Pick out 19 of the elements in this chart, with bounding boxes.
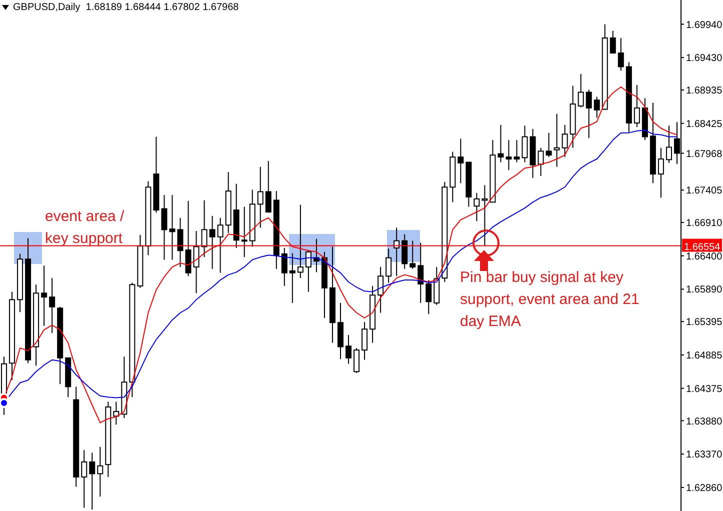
chart-title: GBPUSD,Daily 1.68189 1.68444 1.67802 1.67968 <box>13 2 239 13</box>
y-tick-label: 1.69940 <box>686 20 723 31</box>
y-tick-label: 1.64375 <box>686 384 723 395</box>
y-tick-label: 1.63880 <box>686 416 723 428</box>
y-tick-label: 1.68425 <box>686 118 723 130</box>
y-tick-label: 1.67405 <box>686 186 723 197</box>
y-tick-label: 1.62860 <box>686 482 723 494</box>
y-tick-label: 1.65890 <box>686 284 723 296</box>
y-tick-label: 1.66400 <box>686 251 723 262</box>
ref-line-label: 1.66554 <box>684 242 721 253</box>
y-tick-label: 1.65395 <box>686 317 723 328</box>
y-tick-label: 1.66910 <box>686 218 723 230</box>
annotation: Pin bar buy signal at key support, event area and 21 day EMA <box>460 268 640 332</box>
y-tick-label: 1.67968 <box>686 148 723 160</box>
y-tick-label: 1.64885 <box>686 350 723 362</box>
y-tick-label: 1.63370 <box>686 450 723 461</box>
y-tick-label: 1.69430 <box>686 53 723 64</box>
annotation: event area / key support <box>45 207 126 249</box>
y-tick-label: 1.68935 <box>686 86 723 97</box>
